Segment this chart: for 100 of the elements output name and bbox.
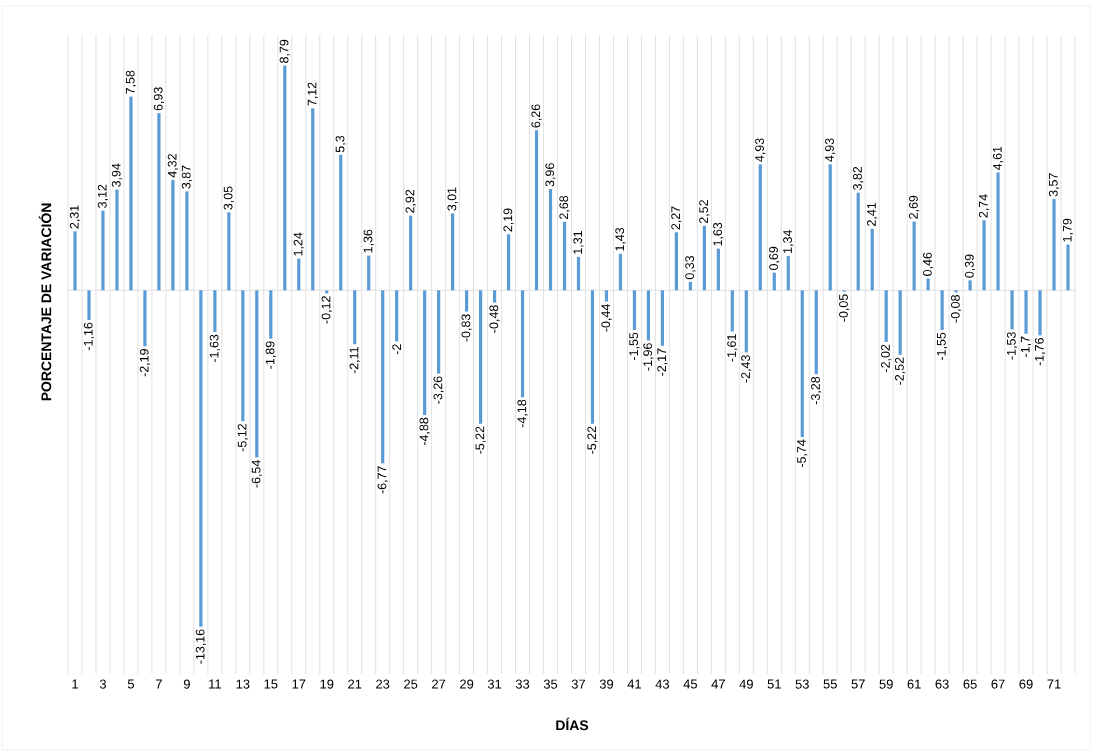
x-tick-label: 63 — [935, 679, 949, 689]
x-tick-label: 41 — [627, 679, 642, 689]
data-label: 2,31 — [69, 205, 81, 229]
bar — [632, 290, 637, 330]
data-label: 2,74 — [978, 194, 990, 218]
data-label: -1,55 — [937, 332, 948, 360]
data-label: 3,05 — [223, 186, 234, 210]
data-label: 2,52 — [699, 200, 710, 224]
data-label: -0,05 — [839, 294, 850, 322]
x-tick-label: 1 — [72, 679, 78, 689]
x-tick-label: 19 — [320, 679, 334, 689]
bar — [702, 225, 706, 291]
bar — [856, 192, 860, 291]
x-tick-label: 21 — [348, 679, 362, 689]
x-tick-label: 29 — [460, 679, 474, 689]
data-label: 3,96 — [545, 163, 556, 187]
bar — [548, 189, 553, 291]
bar — [381, 290, 385, 464]
data-label: -0,83 — [461, 314, 472, 342]
data-label: 1,24 — [293, 232, 304, 256]
x-tick-label: 31 — [487, 679, 502, 689]
bar — [786, 256, 790, 291]
data-label: -2,17 — [657, 348, 668, 376]
bar — [213, 290, 217, 332]
bar — [353, 290, 357, 345]
data-label: 4,61 — [992, 146, 1004, 171]
data-label: 1,63 — [713, 222, 724, 246]
data-label: -2,52 — [895, 357, 906, 385]
bar — [730, 290, 734, 332]
x-tick-label: 53 — [795, 679, 809, 689]
data-label: -2,43 — [741, 355, 752, 383]
data-label: 3,87 — [181, 165, 193, 189]
bar — [576, 256, 581, 291]
data-label: -6,54 — [251, 460, 262, 488]
bar — [157, 113, 161, 291]
data-label: 1,31 — [573, 231, 584, 254]
x-tick-label: 3 — [99, 679, 107, 689]
data-label: -1,63 — [209, 334, 220, 363]
x-tick-label: 49 — [739, 679, 753, 689]
bar — [143, 290, 147, 347]
bar — [1038, 290, 1042, 336]
bar — [996, 172, 1000, 291]
data-label: 3,57 — [1048, 173, 1060, 197]
bar — [912, 221, 916, 291]
bar — [772, 272, 776, 291]
data-label: -4,88 — [419, 417, 430, 446]
data-label: -2 — [392, 344, 402, 355]
bar — [562, 221, 567, 291]
x-tick-label: 7 — [155, 679, 162, 689]
data-label: 6,26 — [531, 104, 542, 128]
x-tick-label: 5 — [127, 679, 134, 689]
bar — [982, 220, 986, 291]
data-label: -1,76 — [1034, 338, 1046, 366]
x-tick-label: 69 — [1019, 679, 1033, 689]
data-label: 2,68 — [559, 195, 570, 219]
data-label: 4,93 — [825, 138, 836, 162]
data-label: -1,53 — [1006, 332, 1018, 360]
data-label: 3,12 — [97, 184, 109, 208]
bar — [478, 290, 483, 424]
bar — [1010, 290, 1014, 330]
data-label: -3,28 — [811, 376, 822, 405]
x-axis-title: DÍAS — [556, 717, 589, 731]
data-label: -2,02 — [881, 344, 892, 372]
data-label: 2,69 — [909, 195, 920, 219]
x-tick-label: 57 — [851, 679, 865, 689]
bar — [423, 290, 427, 416]
bar — [297, 258, 301, 291]
x-tick-label: 43 — [655, 679, 670, 689]
bar — [898, 290, 902, 355]
data-label: 4,93 — [755, 138, 766, 162]
data-label: -13,16 — [195, 629, 207, 664]
data-label: 1,43 — [615, 227, 626, 251]
x-tick-label: 59 — [879, 679, 893, 689]
data-label: 2,19 — [503, 208, 514, 232]
bar — [646, 290, 651, 341]
data-label: 0,69 — [769, 246, 780, 271]
data-label: 2,92 — [405, 189, 416, 213]
bar — [674, 232, 678, 291]
bar — [814, 290, 818, 375]
data-label: 0,39 — [964, 254, 976, 278]
bar — [437, 290, 441, 374]
data-label: -1,61 — [727, 334, 738, 362]
bar — [395, 290, 399, 342]
bar — [185, 191, 189, 291]
bar — [255, 290, 259, 458]
bar — [520, 290, 525, 398]
bar — [87, 290, 91, 320]
data-label: 7,58 — [125, 70, 137, 94]
bar — [492, 290, 497, 303]
data-label: -1,96 — [643, 343, 654, 371]
data-label: 1,34 — [783, 230, 794, 253]
x-tick-label: 65 — [963, 679, 977, 689]
data-label: 5,3 — [335, 135, 346, 153]
bar — [101, 210, 105, 291]
x-tick-label: 23 — [376, 679, 390, 689]
bar — [744, 290, 748, 353]
x-tick-label: 47 — [711, 679, 725, 689]
data-label: 6,93 — [153, 87, 165, 111]
bar — [506, 234, 511, 291]
bar — [115, 189, 119, 291]
